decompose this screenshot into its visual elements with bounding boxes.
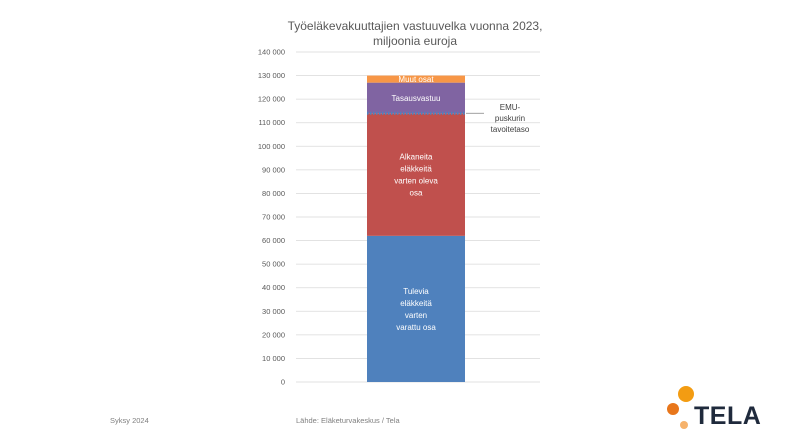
logo-dot-small: [667, 403, 679, 415]
y-tick-label: 60 000: [262, 236, 285, 245]
bar-segment: [367, 113, 465, 236]
bar-segment: [367, 235, 465, 382]
data-label: Alkaneita: [400, 153, 433, 162]
y-tick-label: 140 000: [258, 48, 285, 57]
y-tick-label: 120 000: [258, 95, 285, 104]
y-tick-label: 110 000: [258, 118, 285, 127]
y-tick-label: 90 000: [262, 165, 285, 174]
y-tick-label: 50 000: [262, 260, 285, 269]
tela-logo-mark: [667, 386, 694, 429]
data-label: varten oleva: [394, 177, 438, 186]
y-tick-label: 40 000: [262, 283, 285, 292]
chart-title: Työeläkevakuuttajien vastuuvelka vuonna …: [250, 19, 580, 49]
data-label: Muut osat: [398, 75, 434, 84]
chart-title-line-2: miljoonia euroja: [372, 34, 458, 48]
data-label: osa: [410, 189, 423, 198]
y-tick-label: 130 000: [258, 71, 285, 80]
bar-segment: [367, 75, 465, 83]
data-label: Tasausvastuu: [392, 94, 441, 103]
data-label: eläkkeitä: [400, 165, 432, 174]
footer-date: Syksy 2024: [110, 416, 149, 425]
y-tick-label: 10 000: [262, 354, 285, 363]
logo-dot-large: [678, 386, 694, 402]
data-label: varten: [405, 311, 427, 320]
annotation-label: EMU-: [500, 103, 521, 112]
data-label: Tulevia: [403, 287, 429, 296]
y-tick-label: 0: [281, 378, 285, 387]
logo-text: TELA: [694, 402, 762, 430]
footer-source: Lähde: Eläketurvakeskus / Tela: [296, 416, 400, 425]
y-tick-label: 20 000: [262, 330, 285, 339]
y-tick-label: 100 000: [258, 142, 285, 151]
annotation-label: puskurin: [495, 114, 525, 123]
chart-title-line-1: Työeläkevakuuttajien vastuuvelka vuonna …: [287, 19, 543, 33]
data-label: varattu osa: [396, 323, 436, 332]
y-tick-label: 70 000: [262, 213, 285, 222]
annotation-label: tavoitetaso: [491, 125, 530, 134]
logo-dot-accent: [680, 421, 688, 429]
bar-segment: [367, 82, 465, 114]
y-tick-label: 30 000: [262, 307, 285, 316]
data-label: eläkkeitä: [400, 299, 432, 308]
y-tick-label: 80 000: [262, 189, 285, 198]
